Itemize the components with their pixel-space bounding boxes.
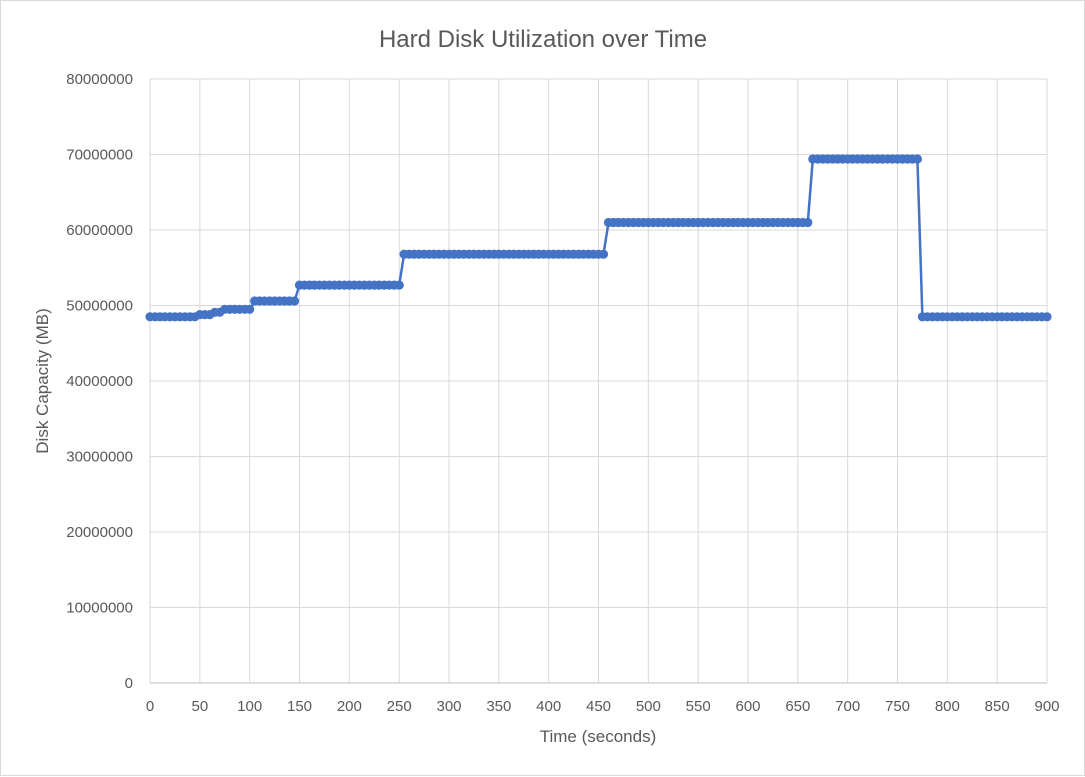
x-tick-label: 300 (436, 698, 461, 715)
x-tick-label: 600 (735, 698, 760, 715)
y-tick-label: 20000000 (66, 524, 133, 541)
y-tick-label: 10000000 (66, 600, 133, 617)
y-tick-label: 70000000 (66, 147, 133, 164)
x-tick-label: 700 (835, 698, 860, 715)
x-tick-label: 650 (785, 698, 810, 715)
x-tick-label: 750 (885, 698, 910, 715)
x-tick-label: 800 (935, 698, 960, 715)
x-tick-label: 400 (536, 698, 561, 715)
y-tick-label: 40000000 (66, 373, 133, 390)
y-tick-label: 0 (125, 675, 133, 692)
x-tick-label: 50 (191, 698, 208, 715)
y-tick-label: 60000000 (66, 222, 133, 239)
x-tick-label: 0 (146, 698, 154, 715)
x-tick-label: 100 (237, 698, 262, 715)
data-point (394, 280, 404, 290)
x-tick-label: 250 (387, 698, 412, 715)
chart-title: Hard Disk Utilization over Time (379, 26, 707, 53)
x-axis-label: Time (seconds) (540, 727, 657, 746)
x-tick-label: 550 (686, 698, 711, 715)
x-tick-label: 150 (287, 698, 312, 715)
data-point (289, 296, 300, 306)
x-tick-label: 900 (1034, 698, 1059, 715)
x-tick-label: 200 (337, 698, 362, 715)
x-tick-label: 350 (486, 698, 511, 715)
gridlines (149, 78, 1048, 683)
data-point (912, 154, 923, 164)
series-disk-capacity (145, 154, 1052, 322)
x-tick-label: 850 (985, 698, 1010, 715)
y-tick-label: 80000000 (66, 71, 133, 88)
y-axis-label: Disk Capacity (MB) (33, 308, 52, 453)
x-tick-label: 450 (586, 698, 611, 715)
tick-labels: 0 50 100 150 200 250 300 350 400 450 500 550 600 650 7… (66, 71, 1059, 715)
data-point (1042, 312, 1052, 322)
data-point (245, 304, 255, 314)
data-point (598, 249, 609, 259)
x-tick-label: 500 (636, 698, 661, 715)
y-tick-label: 50000000 (66, 298, 133, 315)
y-tick-label: 30000000 (66, 449, 133, 466)
data-point (803, 217, 813, 228)
